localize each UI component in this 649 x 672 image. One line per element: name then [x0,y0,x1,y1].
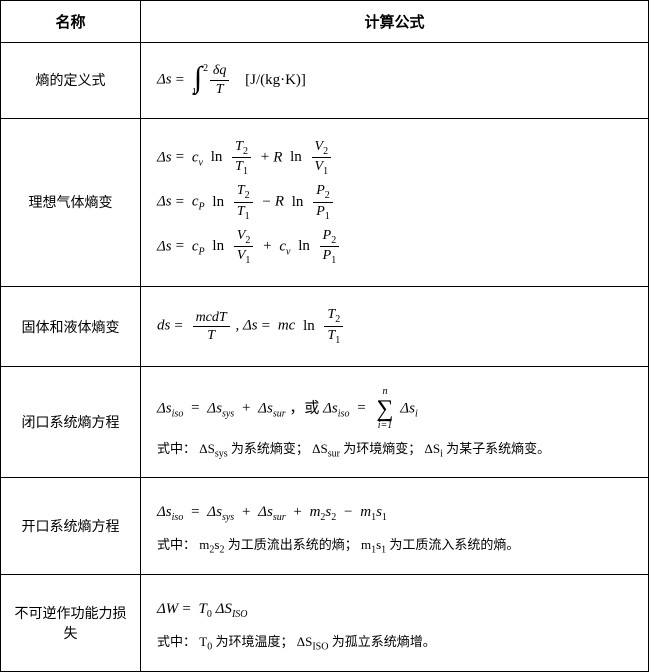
name-cell: 熵的定义式 [1,43,141,119]
sum-icon: n ∑ i=1 [376,387,393,431]
name-cell: 开口系统熵方程 [1,478,141,575]
header-row: 名称 计算公式 [1,1,649,43]
eq-solid-liquid: ds= mcdTT , Δs= mc ln T2T1 [157,307,638,346]
row-open-system: 开口系统熵方程 Δsiso = Δssys + Δssur + m2s2 − m… [1,478,649,575]
row-solid-liquid: 固体和液体熵变 ds= mcdTT , Δs= mc ln T2T1 [1,287,649,367]
eq-open: Δsiso = Δssys + Δssur + m2s2 − m1s1 [157,498,638,527]
eq-ideal-1: Δs= cv ln T2T1 +R ln V2V1 [157,139,638,178]
note-closed: 式中： ΔSsys 为系统熵变； ΔSsur 为环境熵变； ΔSi 为某子系统熵… [157,437,638,464]
eq-ideal-3: Δs= cP ln V2V1 + cv ln P2P1 [157,228,638,267]
row-closed-system: 闭口系统熵方程 Δsiso = Δssys + Δssur ，或 Δsiso =… [1,366,649,478]
eq-closed: Δsiso = Δssys + Δssur ，或 Δsiso = n ∑ i=1… [157,387,638,431]
name-cell: 理想气体熵变 [1,118,141,287]
name-cell: 不可逆作功能力损失 [1,575,141,672]
formula-cell: Δsiso = Δssys + Δssur ，或 Δsiso = n ∑ i=1… [141,366,649,478]
formula-cell: Δsiso = Δssys + Δssur + m2s2 − m1s1 式中： … [141,478,649,575]
note-work-loss: 式中： T0 为环境温度； ΔSISO 为孤立系统熵增。 [157,630,638,657]
eq-entropy-def: Δs= 2 ∫ 1 δqT [J/(kg·K)] [157,63,638,98]
integral-icon: 2 ∫ 1 [194,63,202,98]
formula-table: 名称 计算公式 熵的定义式 Δs= 2 ∫ 1 δqT [J/(kg·K)] [0,0,649,672]
eq-work-loss: ΔW= T0 ΔSISO [157,595,638,624]
row-ideal-gas: 理想气体熵变 Δs= cv ln T2T1 +R ln V2V1 Δs= cP … [1,118,649,287]
header-formula: 计算公式 [141,1,649,43]
formula-cell: ds= mcdTT , Δs= mc ln T2T1 [141,287,649,367]
row-entropy-definition: 熵的定义式 Δs= 2 ∫ 1 δqT [J/(kg·K)] [1,43,649,119]
formula-cell: ΔW= T0 ΔSISO 式中： T0 为环境温度； ΔSISO 为孤立系统熵增… [141,575,649,672]
formula-cell: Δs= 2 ∫ 1 δqT [J/(kg·K)] [141,43,649,119]
name-cell: 闭口系统熵方程 [1,366,141,478]
header-name: 名称 [1,1,141,43]
row-irrev-work-loss: 不可逆作功能力损失 ΔW= T0 ΔSISO 式中： T0 为环境温度； ΔSI… [1,575,649,672]
eq-ideal-2: Δs= cP ln T2T1 −R ln P2P1 [157,183,638,222]
note-open: 式中： m2s2 为工质流出系统的熵； m1s1 为工质流入系统的熵。 [157,533,638,560]
name-cell: 固体和液体熵变 [1,287,141,367]
formula-cell: Δs= cv ln T2T1 +R ln V2V1 Δs= cP ln T2T1… [141,118,649,287]
